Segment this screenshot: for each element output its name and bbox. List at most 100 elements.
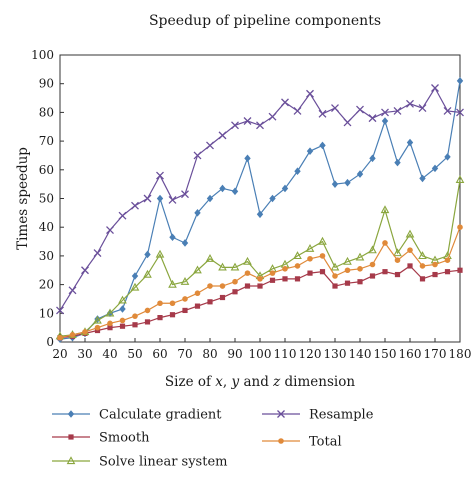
- data-point: [144, 250, 151, 259]
- data-point: [57, 334, 63, 341]
- data-point: [132, 313, 138, 319]
- data-point: [107, 325, 113, 331]
- data-point: [368, 245, 377, 254]
- data-point: [356, 105, 364, 114]
- data-point: [243, 117, 252, 125]
- data-point: [181, 239, 189, 247]
- data-point: [244, 283, 251, 289]
- data-point: [294, 167, 301, 176]
- data-point: [207, 299, 213, 305]
- legend-label: Total: [309, 435, 342, 450]
- legend-item-resample: Resample: [262, 408, 374, 423]
- series-resample: [56, 84, 464, 315]
- data-point: [106, 226, 114, 235]
- y-tick-label: 20: [39, 278, 54, 292]
- data-point: [344, 267, 351, 274]
- legend-marker: [277, 410, 285, 418]
- x-tick-label: 160: [399, 347, 422, 361]
- series-total: [57, 224, 463, 341]
- x-axis-label-part: z: [272, 374, 281, 390]
- data-point: [281, 98, 289, 107]
- y-tick-label: 70: [39, 134, 54, 148]
- data-point: [105, 308, 115, 317]
- data-point: [118, 211, 127, 220]
- data-point: [432, 261, 438, 268]
- legend-label: Resample: [309, 408, 374, 423]
- data-point: [193, 151, 202, 160]
- data-point: [218, 262, 227, 271]
- series-line-solve-linear-system: [59, 179, 461, 337]
- data-point: [393, 107, 402, 115]
- legend-marker: [66, 456, 76, 465]
- data-point: [394, 158, 401, 167]
- data-point: [107, 320, 113, 327]
- data-point: [244, 270, 251, 276]
- data-point: [405, 229, 415, 238]
- data-point: [131, 201, 139, 210]
- data-point: [332, 273, 338, 279]
- data-point: [419, 276, 426, 282]
- data-point: [257, 276, 263, 282]
- data-point: [132, 322, 138, 328]
- data-point: [418, 104, 427, 113]
- data-point: [143, 194, 152, 203]
- x-axis-label-part: Size of: [165, 374, 215, 390]
- data-point: [94, 327, 101, 334]
- x-tick-label: 170: [424, 347, 447, 361]
- data-point: [156, 194, 164, 203]
- data-point: [293, 251, 302, 260]
- data-point: [169, 300, 176, 307]
- data-point: [344, 178, 351, 187]
- data-point: [294, 276, 301, 282]
- data-point: [369, 154, 376, 163]
- data-point: [381, 117, 389, 125]
- data-point: [119, 317, 126, 324]
- legend-item-smooth: Smooth: [52, 431, 150, 446]
- data-point: [56, 306, 64, 315]
- data-point: [219, 184, 226, 193]
- legend-marker: [67, 410, 75, 418]
- data-point: [344, 280, 351, 286]
- series-calculate-gradient: [56, 77, 464, 343]
- data-point: [330, 262, 340, 271]
- data-point: [243, 256, 252, 265]
- data-point: [393, 248, 402, 257]
- x-axis-label-part: ,: [223, 374, 232, 390]
- x-tick-label: 20: [52, 347, 67, 361]
- y-tick-label: 90: [39, 77, 54, 91]
- y-tick-label: 60: [39, 163, 54, 177]
- data-point: [169, 233, 176, 242]
- data-point: [81, 266, 89, 275]
- data-point: [306, 89, 314, 98]
- data-point: [181, 190, 189, 199]
- data-point: [143, 269, 152, 278]
- data-point: [319, 253, 326, 259]
- legend-item-solve-linear-system: Solve linear system: [52, 455, 227, 470]
- y-axis-label: Times speedup: [15, 147, 31, 250]
- x-axis-label-part: and: [239, 374, 273, 390]
- data-point: [444, 257, 451, 264]
- data-point: [407, 263, 413, 269]
- data-point: [157, 315, 163, 321]
- y-tick-label: 100: [31, 48, 54, 62]
- data-point: [357, 266, 363, 272]
- data-point: [282, 276, 288, 282]
- data-point: [232, 289, 238, 295]
- y-tick-label: 40: [39, 220, 54, 234]
- x-axis-label-part: dimension: [280, 374, 355, 390]
- data-point: [144, 307, 151, 314]
- data-point: [293, 107, 302, 115]
- data-point: [180, 276, 190, 285]
- x-tick-label: 130: [324, 347, 347, 361]
- legend-label: Smooth: [99, 431, 150, 446]
- plot-frame: [59, 54, 461, 343]
- data-point: [357, 279, 363, 285]
- data-point: [269, 194, 276, 203]
- data-point: [268, 112, 277, 121]
- x-tick-label: 40: [102, 347, 117, 361]
- data-point: [382, 269, 388, 275]
- y-tick-label: 30: [39, 249, 54, 263]
- data-point: [355, 252, 365, 261]
- data-point: [319, 141, 326, 150]
- data-point: [194, 209, 201, 217]
